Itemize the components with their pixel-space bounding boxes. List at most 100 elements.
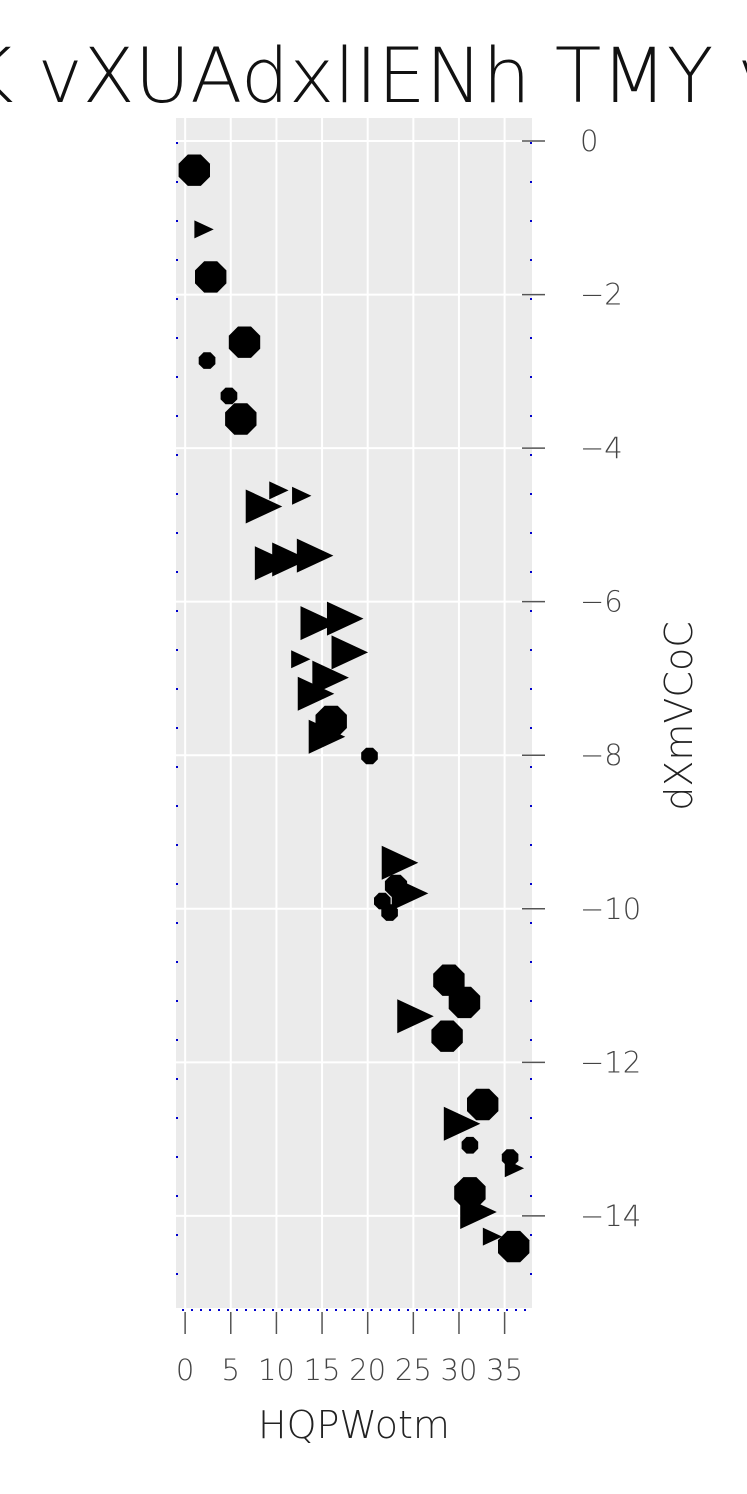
border-dot	[176, 1117, 178, 1119]
point-triangle	[397, 999, 434, 1034]
border-dot	[479, 1309, 481, 1311]
point-triangle	[297, 676, 335, 711]
border-dot	[530, 1000, 532, 1002]
border-dot	[530, 1039, 532, 1041]
border-dot	[176, 883, 178, 885]
border-dot	[530, 259, 532, 261]
point-triangle	[300, 606, 338, 641]
point-triangle	[482, 1227, 503, 1246]
border-dot	[176, 454, 178, 456]
border-dot	[530, 337, 532, 339]
point-octagon	[195, 261, 227, 293]
border-dot	[497, 1309, 499, 1311]
x-tick-label: 5	[222, 1353, 240, 1387]
border-dot	[530, 181, 532, 183]
border-dot	[176, 571, 178, 573]
border-dot	[530, 220, 532, 222]
border-dot	[272, 1309, 274, 1311]
border-dot	[176, 1234, 178, 1236]
border-dot	[530, 142, 532, 144]
border-dot	[530, 1234, 532, 1236]
border-dot	[530, 532, 532, 534]
point-octagon	[228, 326, 261, 358]
border-dot	[488, 1309, 490, 1311]
border-dot	[218, 1309, 220, 1311]
border-dot	[443, 1309, 445, 1311]
point-octagon	[178, 154, 210, 186]
point-triangle	[326, 601, 364, 636]
border-dot	[530, 1273, 532, 1275]
border-dot	[530, 1195, 532, 1197]
point-triangle	[269, 481, 289, 500]
x-tick-label: 25	[395, 1353, 432, 1387]
border-dot	[515, 1309, 517, 1311]
border-dot	[176, 688, 178, 690]
point-triangle	[194, 220, 214, 239]
border-dot	[176, 1195, 178, 1197]
border-dot	[530, 727, 532, 729]
border-dot	[434, 1309, 436, 1311]
point-octagon	[361, 747, 378, 765]
border-dot	[425, 1309, 427, 1311]
x-tick-label: 20	[349, 1353, 386, 1387]
border-dot	[176, 1000, 178, 1002]
border-dot	[530, 298, 532, 300]
point-octagon	[225, 403, 257, 435]
border-dot	[209, 1309, 211, 1311]
border-dot	[452, 1309, 454, 1311]
point-triangle	[245, 489, 283, 524]
border-dot	[176, 610, 178, 612]
chart-title: K vXUAdxlIENh TMY v	[0, 31, 747, 120]
point-triangle	[291, 650, 311, 669]
point-triangle	[381, 845, 419, 880]
point-triangle	[443, 1106, 481, 1141]
border-dot	[191, 1309, 193, 1311]
border-dot	[362, 1309, 364, 1311]
axis-ticks: 0 5 10 15 20 25 30 350−2−4−6−8−10−12−14	[176, 124, 641, 1387]
border-dot	[530, 454, 532, 456]
border-dot	[176, 805, 178, 807]
border-dot	[200, 1309, 202, 1311]
y-tick-label: −8	[580, 738, 623, 772]
border-dot	[470, 1309, 472, 1311]
border-dot	[506, 1309, 508, 1311]
y-tick-label: −2	[580, 278, 623, 312]
y-tick-label: −10	[580, 892, 641, 926]
border-dot	[182, 1309, 184, 1311]
border-dot	[176, 922, 178, 924]
border-dot	[380, 1309, 382, 1311]
border-dot	[176, 727, 178, 729]
border-dot	[530, 649, 532, 651]
border-dot	[176, 649, 178, 651]
border-dot	[530, 688, 532, 690]
border-dot	[176, 376, 178, 378]
border-dot	[176, 1273, 178, 1275]
border-dot	[290, 1309, 292, 1311]
y-tick-label: −4	[580, 431, 623, 465]
point-triangle	[391, 876, 429, 911]
border-dot	[530, 376, 532, 378]
border-dot	[176, 220, 178, 222]
border-dot	[530, 571, 532, 573]
point-octagon	[448, 986, 481, 1019]
border-dot	[530, 883, 532, 885]
y-tick-label: 0	[580, 124, 598, 158]
border-dot	[530, 1156, 532, 1158]
point-octagon	[431, 1020, 463, 1052]
border-dot	[530, 1117, 532, 1119]
border-dot	[263, 1309, 265, 1311]
point-triangle	[272, 542, 309, 577]
border-dot	[389, 1309, 391, 1311]
border-dot	[299, 1309, 301, 1311]
border-dot	[227, 1309, 229, 1311]
border-dot	[524, 1309, 526, 1311]
grid-lines	[176, 118, 532, 1308]
border-dot	[530, 922, 532, 924]
border-dot	[530, 415, 532, 417]
border-dot	[416, 1309, 418, 1311]
y-axis-label: dXmVCoC	[657, 621, 701, 810]
x-tick-label: 0	[176, 1353, 194, 1387]
x-axis-label: HQPWotm	[258, 1403, 450, 1447]
border-dot	[176, 1039, 178, 1041]
border-dot	[245, 1309, 247, 1311]
